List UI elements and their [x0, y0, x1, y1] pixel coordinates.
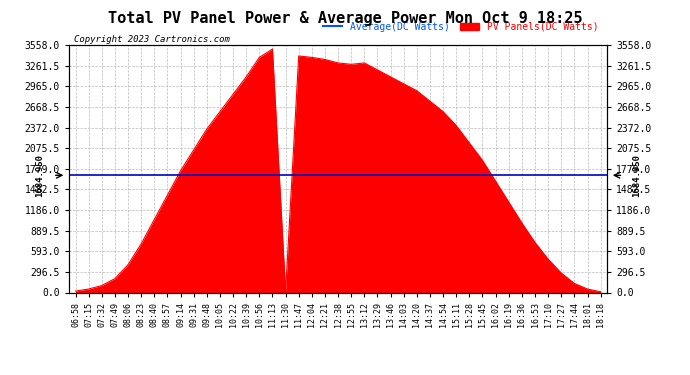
Text: Copyright 2023 Cartronics.com: Copyright 2023 Cartronics.com — [75, 35, 230, 44]
Text: Total PV Panel Power & Average Power Mon Oct 9 18:25: Total PV Panel Power & Average Power Mon… — [108, 11, 582, 26]
Text: 1684.950: 1684.950 — [632, 154, 641, 197]
Text: 1684.950: 1684.950 — [35, 154, 44, 197]
Legend: Average(DC Watts), PV Panels(DC Watts): Average(DC Watts), PV Panels(DC Watts) — [319, 18, 602, 36]
